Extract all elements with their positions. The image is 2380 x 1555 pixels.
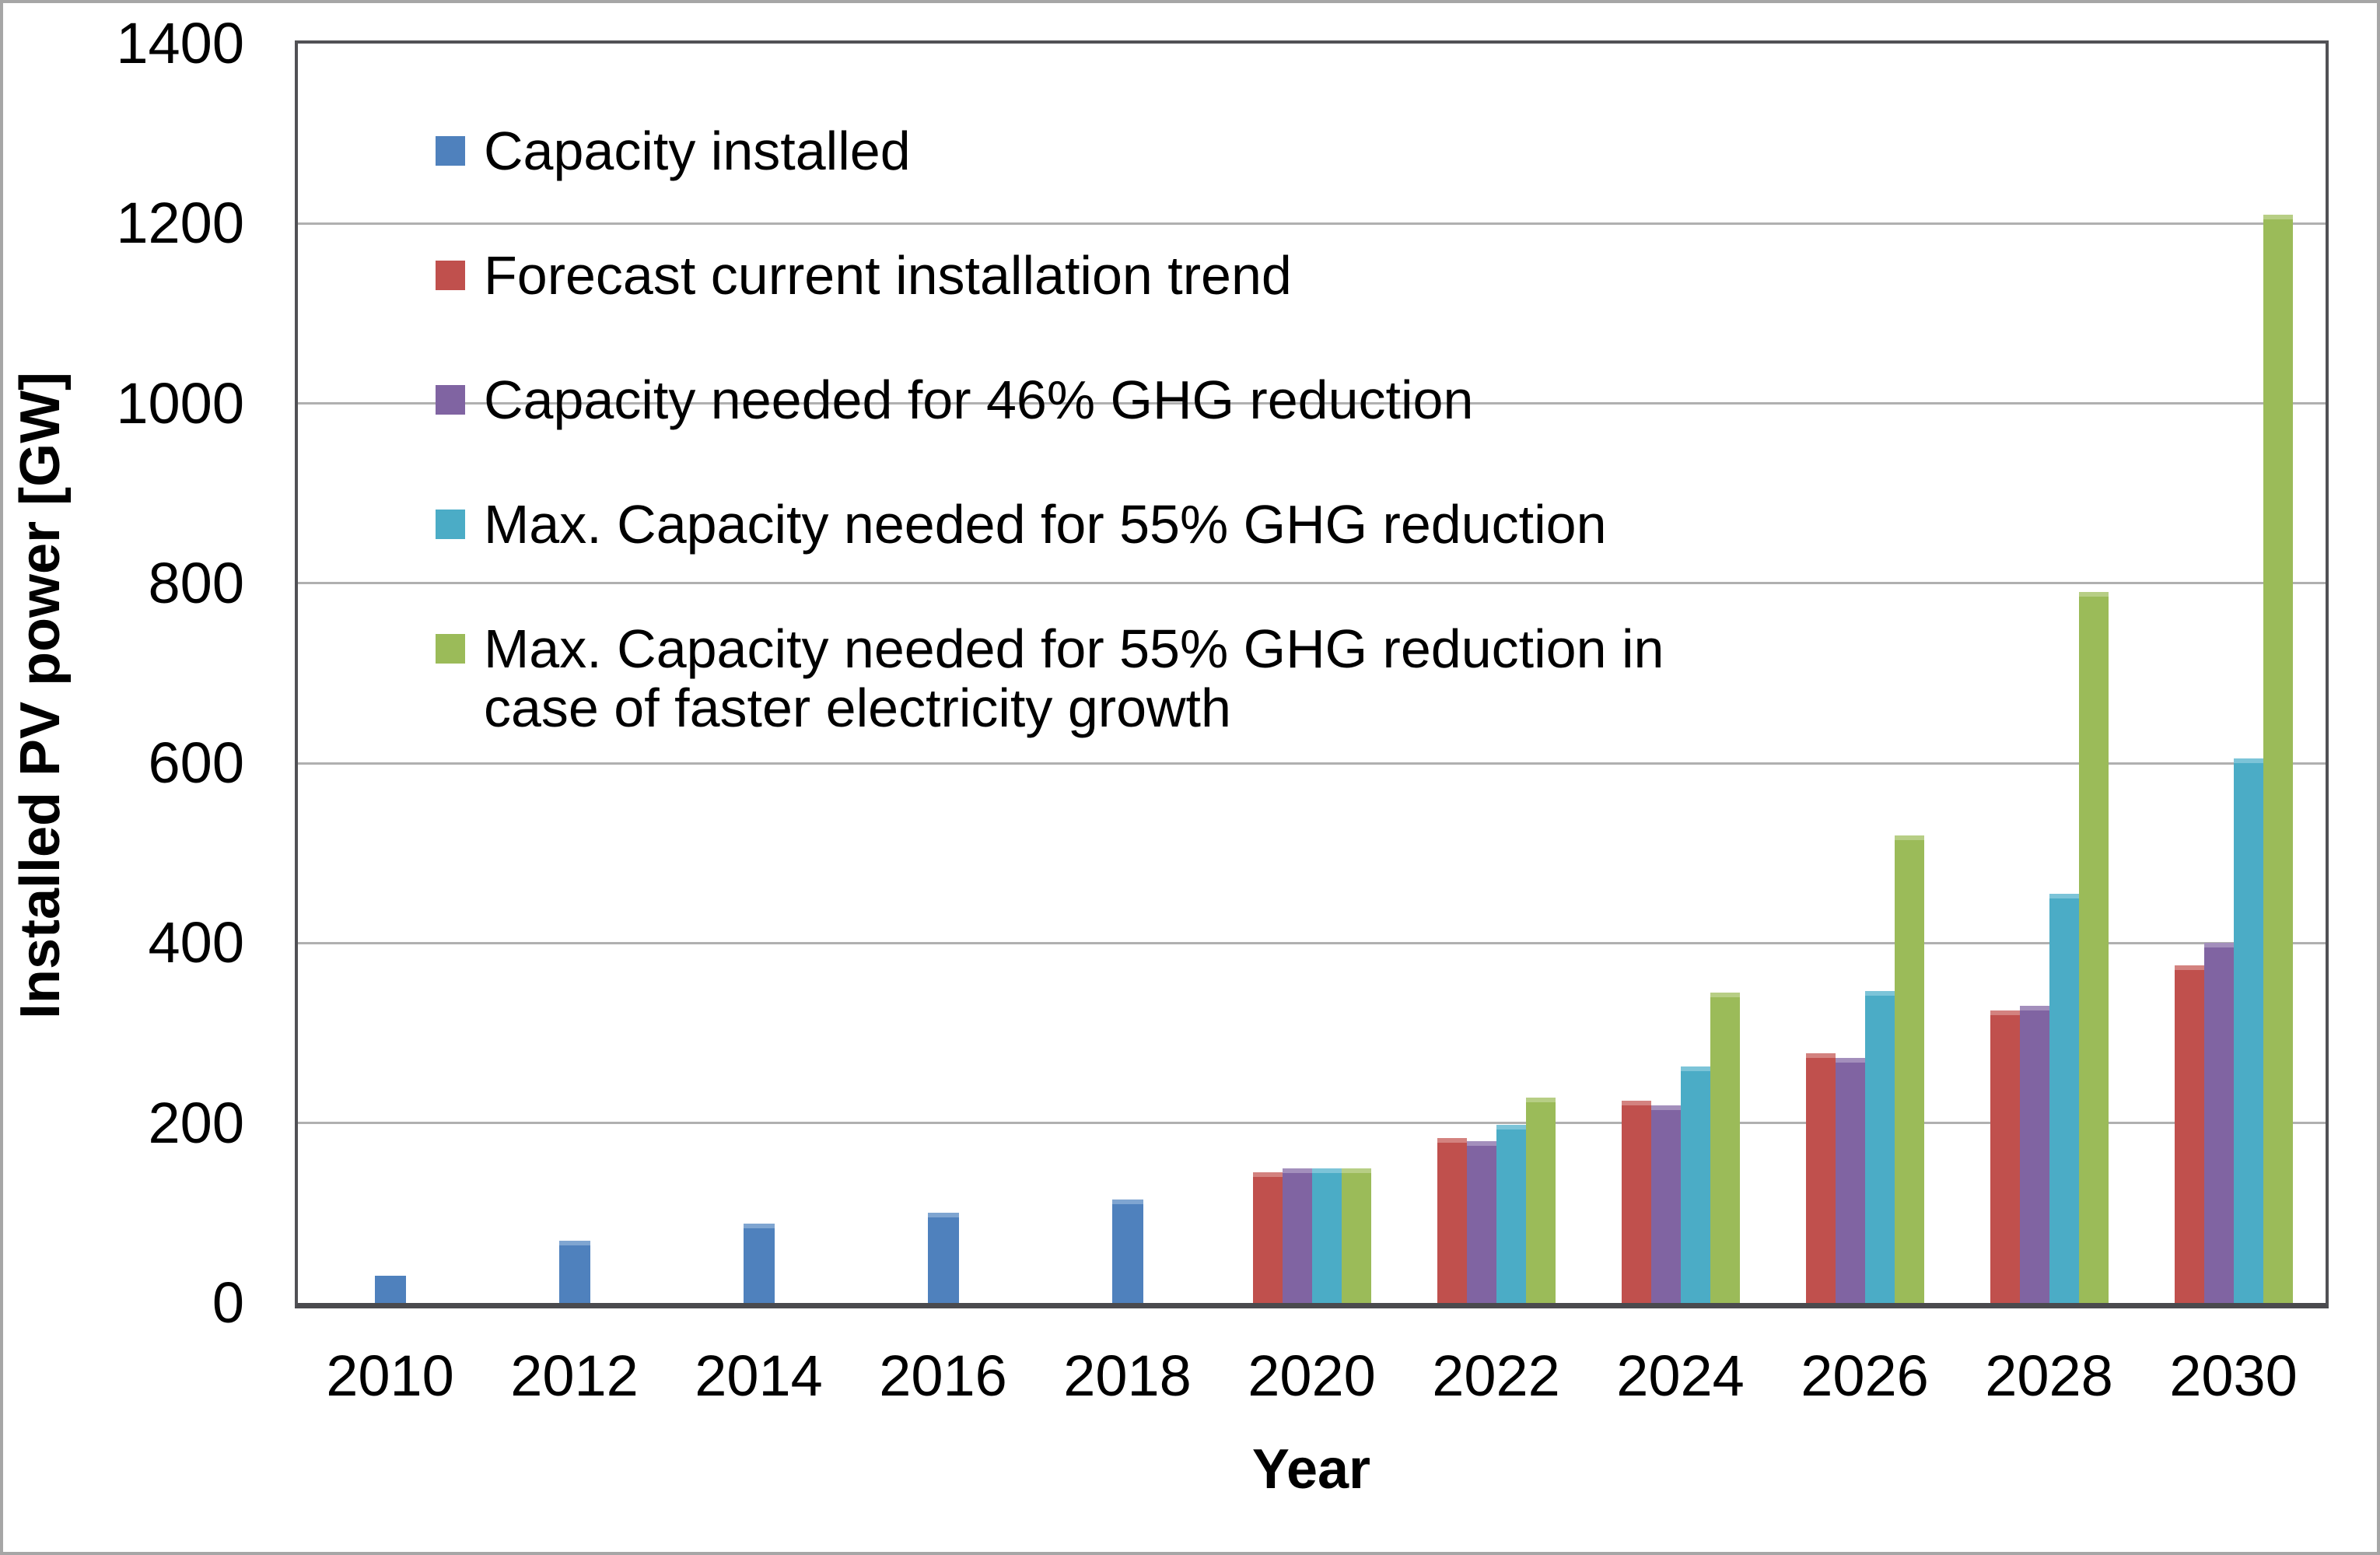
bar-2024-max-capacity-needed-for-55-ghg-reduction	[1680, 1066, 1710, 1303]
bar-2028-max-capacity-needed-for-55-ghg-reduction	[2049, 893, 2079, 1303]
bar-2026-capacity-needed-for-46-ghg-reduction	[1835, 1058, 1865, 1303]
bar-2030-forecast-current-installation-trend	[2174, 965, 2204, 1303]
legend: Capacity installed Forecast current insta…	[436, 121, 1664, 737]
legend-item-3: Capacity needed for 46% GHG reduction	[436, 370, 1664, 429]
x-tick-label-2026: 2026	[1801, 1343, 1929, 1408]
x-tick-label-2018: 2018	[1063, 1343, 1192, 1408]
legend-label: Capacity installed	[484, 121, 911, 181]
gridline-400	[298, 941, 2326, 944]
bar-2010-capacity-installed	[374, 1276, 406, 1303]
legend-label: Max. Capacity needed for 55% GHG reducti…	[484, 618, 1664, 738]
legend-swatch-icon	[436, 261, 465, 290]
legend-label: Forecast current installation trend	[484, 245, 1292, 306]
y-tick-label-1200: 1200	[116, 191, 244, 256]
y-tick-label-400: 400	[148, 910, 244, 975]
x-tick-label-2030: 2030	[2169, 1343, 2298, 1408]
plot-area: Capacity installed Forecast current insta…	[295, 40, 2329, 1308]
legend-item-4: Max. Capacity needed for 55% GHG reducti…	[436, 495, 1664, 554]
x-tick-label-2020: 2020	[1248, 1343, 1376, 1408]
x-tick-label-2024: 2024	[1616, 1343, 1745, 1408]
x-tick-label-2010: 2010	[326, 1343, 454, 1408]
bar-2030-max-capacity-needed-for-55-ghg-reduction-in	[2263, 214, 2293, 1303]
gridline-1000	[298, 402, 2326, 405]
y-tick-label-0: 0	[212, 1270, 244, 1335]
bar-2014-capacity-installed	[743, 1224, 775, 1303]
y-tick-label-600: 600	[148, 730, 244, 796]
bar-2016-capacity-installed	[927, 1213, 959, 1303]
bar-2028-max-capacity-needed-for-55-ghg-reduction-in	[2078, 592, 2109, 1303]
legend-swatch-icon	[436, 634, 465, 664]
x-tick-label-2012: 2012	[510, 1343, 639, 1408]
bar-2028-forecast-current-installation-trend	[1990, 1010, 2020, 1303]
bar-2020-max-capacity-needed-for-55-ghg-reduction-in	[1341, 1168, 1371, 1303]
bar-2018-capacity-installed	[1111, 1200, 1143, 1303]
legend-item-2: Forecast current installation trend	[436, 246, 1664, 305]
bar-2022-capacity-needed-for-46-ghg-reduction	[1466, 1140, 1496, 1303]
y-tick-label-200: 200	[148, 1090, 244, 1155]
bar-2026-forecast-current-installation-trend	[1805, 1052, 1836, 1303]
x-axis-title: Year	[1251, 1438, 1371, 1501]
x-tick-label-2022: 2022	[1432, 1343, 1560, 1408]
bar-2028-capacity-needed-for-46-ghg-reduction	[2019, 1006, 2049, 1303]
x-tick-label-2028: 2028	[1985, 1343, 2113, 1408]
legend-item-5: Max. Capacity needed for 55% GHG reducti…	[436, 619, 1664, 737]
legend-label: Max. Capacity needed for 55% GHG reducti…	[484, 494, 1607, 555]
bar-2020-forecast-current-installation-trend	[1252, 1172, 1283, 1303]
y-tick-label-1400: 1400	[116, 11, 244, 75]
bar-2026-max-capacity-needed-for-55-ghg-reduction	[1864, 990, 1895, 1303]
legend-item-1: Capacity installed	[436, 121, 1664, 180]
legend-label: Capacity needed for 46% GHG reduction	[484, 369, 1474, 430]
gridline-600	[298, 762, 2326, 765]
gridline-800	[298, 582, 2326, 585]
bar-2022-max-capacity-needed-for-55-ghg-reduction-in	[1525, 1098, 1556, 1303]
bar-2030-max-capacity-needed-for-55-ghg-reduction	[2233, 758, 2263, 1303]
bar-2020-max-capacity-needed-for-55-ghg-reduction	[1311, 1168, 1342, 1303]
bar-2026-max-capacity-needed-for-55-ghg-reduction-in	[1894, 835, 1924, 1303]
bar-2024-max-capacity-needed-for-55-ghg-reduction-in	[1710, 993, 1740, 1303]
bar-2030-capacity-needed-for-46-ghg-reduction	[2203, 943, 2234, 1303]
bar-2020-capacity-needed-for-46-ghg-reduction	[1282, 1168, 1312, 1303]
x-axis-labels: 2010 2012 2014 2016 2018 2020 2022 2024 2026 2028…	[298, 1343, 2326, 1410]
legend-swatch-icon	[436, 510, 465, 539]
gridline-200	[298, 1122, 2326, 1125]
bar-2022-max-capacity-needed-for-55-ghg-reduction	[1496, 1125, 1526, 1303]
legend-swatch-icon	[436, 385, 465, 415]
x-tick-label-2016: 2016	[879, 1343, 1007, 1408]
legend-swatch-icon	[436, 136, 465, 166]
y-tick-label-1000: 1000	[116, 370, 244, 436]
x-tick-label-2014: 2014	[695, 1343, 823, 1408]
bar-2022-forecast-current-installation-trend	[1437, 1138, 1467, 1303]
bar-2024-capacity-needed-for-46-ghg-reduction	[1650, 1105, 1681, 1303]
bar-2012-capacity-installed	[558, 1241, 590, 1303]
bar-2024-forecast-current-installation-trend	[1621, 1100, 1651, 1303]
y-tick-label-800: 800	[148, 550, 244, 615]
gridline-1200	[298, 222, 2326, 225]
